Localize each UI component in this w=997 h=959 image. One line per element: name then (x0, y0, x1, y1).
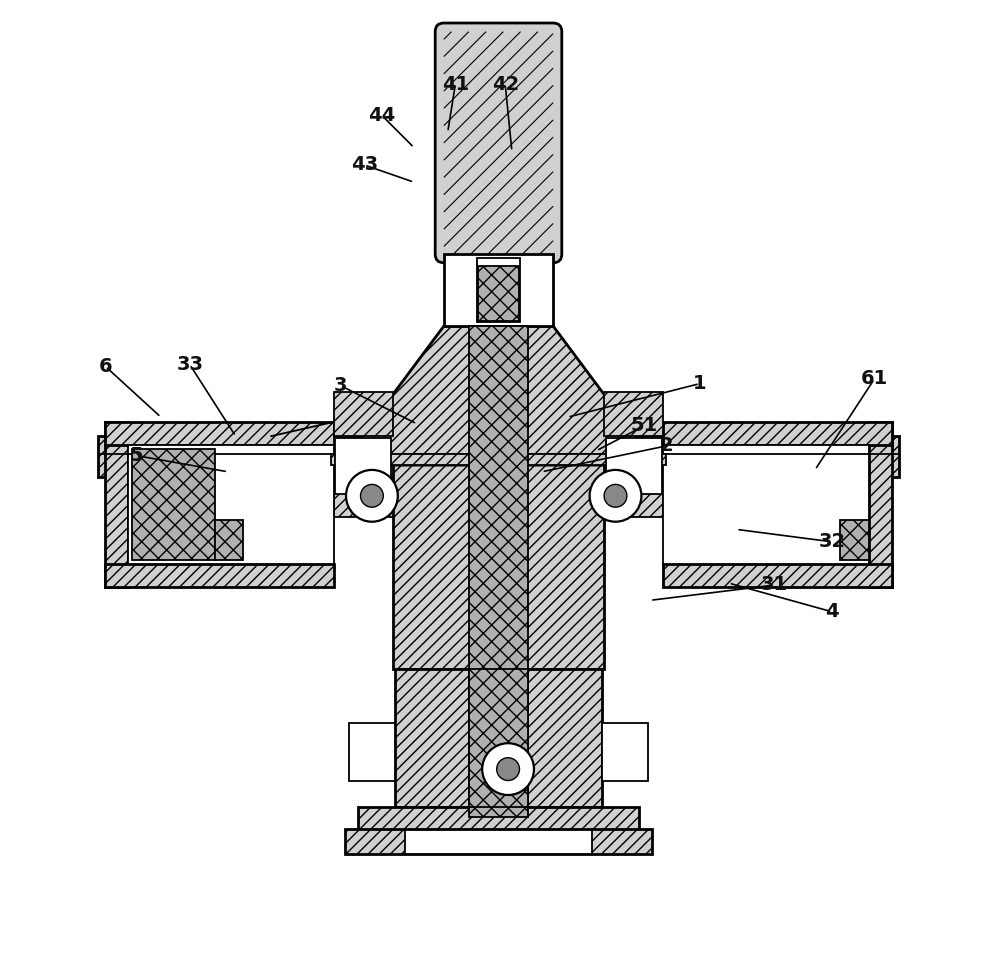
Bar (663, 445, 868, 564)
Polygon shape (498, 326, 657, 465)
Bar (129, 445, 334, 564)
Text: 41: 41 (442, 75, 469, 94)
Bar (345, 829, 652, 854)
Text: 31: 31 (761, 575, 789, 595)
Text: 4: 4 (826, 602, 839, 621)
Bar (606, 438, 662, 494)
Bar (334, 477, 393, 517)
Bar (214, 520, 243, 560)
Circle shape (361, 484, 383, 507)
Text: 5: 5 (130, 446, 143, 465)
Text: 43: 43 (351, 155, 378, 175)
Bar (335, 438, 391, 494)
Bar (106, 422, 129, 587)
Text: 3: 3 (334, 376, 347, 395)
Bar (395, 669, 602, 807)
Bar (393, 454, 604, 669)
Text: 44: 44 (368, 105, 395, 125)
Circle shape (483, 743, 534, 795)
Bar (331, 454, 666, 465)
Text: 51: 51 (631, 416, 658, 435)
Bar (478, 258, 519, 322)
Circle shape (604, 484, 627, 507)
Bar (106, 564, 334, 587)
Text: 1: 1 (693, 374, 707, 393)
Bar (444, 254, 553, 326)
FancyBboxPatch shape (436, 23, 561, 263)
Bar (663, 422, 891, 445)
Circle shape (346, 470, 398, 522)
Bar (604, 477, 663, 517)
Circle shape (589, 470, 641, 522)
Bar (133, 449, 214, 560)
Bar (405, 830, 592, 854)
Circle shape (497, 758, 519, 781)
Text: 42: 42 (492, 75, 518, 94)
Bar (349, 723, 395, 781)
Bar (479, 266, 518, 321)
Text: 32: 32 (819, 532, 845, 551)
Text: 33: 33 (176, 355, 203, 374)
Bar (663, 564, 891, 587)
Polygon shape (340, 326, 498, 465)
Bar (106, 422, 334, 445)
Bar (839, 520, 868, 560)
Bar (334, 392, 393, 436)
Bar (602, 723, 648, 781)
Bar (98, 436, 899, 477)
Bar (469, 669, 528, 807)
Text: 61: 61 (860, 369, 888, 388)
Bar (604, 392, 663, 436)
Bar (359, 807, 638, 830)
Text: 6: 6 (99, 357, 112, 376)
Text: 2: 2 (659, 436, 673, 456)
Bar (469, 326, 528, 817)
Bar (868, 422, 891, 587)
